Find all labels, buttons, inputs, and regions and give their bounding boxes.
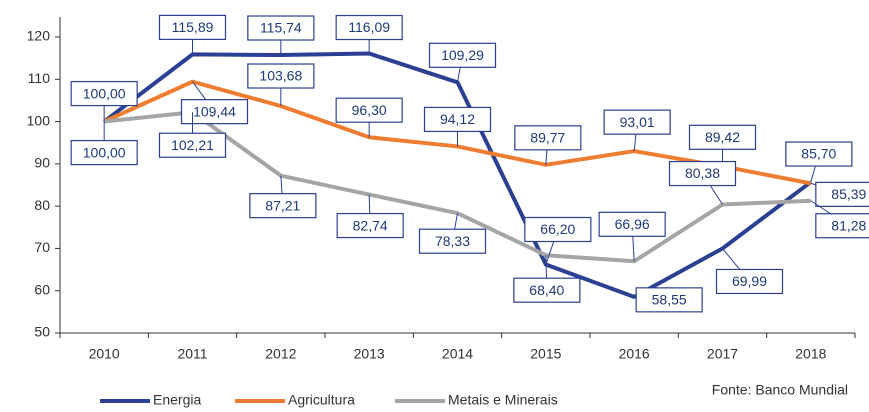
label-box [514, 125, 582, 151]
data-label: 100,00 [70, 121, 138, 166]
x-tick-label: 2016 [619, 346, 650, 362]
label-box [249, 193, 317, 219]
label-text: 102,21 [171, 137, 214, 153]
data-label: 81,28 [810, 200, 869, 239]
label-box [70, 139, 138, 166]
label-text: 66,96 [615, 216, 650, 232]
label-box [335, 14, 403, 41]
data-label: 93,01 [603, 109, 671, 152]
label-box [603, 109, 671, 135]
y-tick-label: 70 [34, 239, 50, 255]
label-box [815, 213, 869, 239]
data-label: 103,68 [247, 63, 315, 107]
y-tick-label: 50 [34, 324, 50, 340]
label-text: 81,28 [831, 217, 866, 233]
y-tick-label: 60 [34, 281, 50, 297]
label-text: 89,42 [705, 129, 740, 145]
label-box [335, 97, 403, 123]
x-tick-label: 2014 [442, 346, 473, 362]
data-label: 87,21 [249, 175, 317, 219]
x-tick-label: 2015 [530, 346, 561, 362]
label-box [336, 212, 404, 239]
label-box [513, 277, 581, 303]
label-text: 93,01 [620, 114, 655, 130]
x-tick-label: 2012 [265, 346, 296, 362]
data-label: 66,20 [524, 216, 592, 265]
label-box [158, 132, 227, 158]
label-text: 100,00 [83, 85, 126, 101]
data-label: 89,42 [688, 124, 757, 167]
label-box [247, 15, 315, 41]
data-label: 109,29 [428, 42, 497, 83]
legend-label: Metais e Minerais [448, 392, 558, 408]
label-text: 80,38 [685, 165, 720, 181]
x-tick-label: 2013 [354, 346, 385, 362]
data-label: 115,74 [247, 15, 315, 56]
y-tick-label: 100 [27, 112, 51, 128]
label-box [524, 216, 592, 243]
label-text: 85,39 [831, 186, 866, 202]
label-box [668, 160, 737, 187]
label-box [785, 141, 853, 167]
x-tick-label: 2018 [795, 346, 826, 362]
data-label: 102,21 [158, 112, 227, 158]
label-text: 100,00 [83, 144, 126, 160]
legend-label: Agricultura [288, 392, 355, 408]
data-label: 66,96 [598, 211, 666, 262]
label-text: 69,99 [732, 273, 767, 289]
label-box [635, 287, 703, 313]
data-label: 85,70 [785, 141, 853, 183]
label-box [598, 211, 666, 237]
legend-label: Energia [153, 392, 201, 408]
label-text: 68,40 [529, 282, 564, 298]
data-label: 109,44 [180, 81, 249, 125]
label-text: 116,09 [348, 19, 390, 35]
y-tick-label: 120 [27, 28, 51, 44]
label-box [247, 63, 315, 89]
label-box [418, 228, 487, 254]
data-label: 89,77 [514, 125, 582, 165]
x-tick-label: 2017 [707, 346, 738, 362]
data-label: 78,33 [418, 213, 487, 254]
label-text: 103,68 [259, 68, 302, 84]
label-text: 109,29 [441, 47, 484, 63]
label-text: 82,74 [353, 217, 388, 233]
data-label: 80,38 [668, 160, 737, 205]
data-label: 85,39 [810, 181, 869, 207]
data-label: 96,30 [335, 97, 403, 138]
data-label: 94,12 [423, 106, 492, 147]
data-label: 82,74 [336, 194, 404, 239]
y-tick-label: 80 [34, 197, 50, 213]
y-tick-label: 110 [28, 70, 51, 86]
y-tick-label: 90 [34, 155, 50, 171]
label-box [688, 124, 757, 150]
label-text: 109,44 [193, 103, 236, 119]
label-box [70, 80, 138, 107]
data-label: 69,99 [715, 248, 784, 295]
label-box [815, 181, 869, 207]
x-tick-label: 2011 [177, 346, 207, 362]
data-label: 58,55 [634, 287, 703, 313]
label-text: 78,33 [435, 233, 470, 249]
data-label: 100,00 [70, 80, 138, 122]
label-box [423, 106, 492, 133]
label-text: 89,77 [530, 130, 565, 146]
label-text: 96,30 [352, 102, 387, 118]
label-text: 115,74 [260, 20, 302, 36]
data-label: 116,09 [335, 14, 403, 54]
label-box [428, 42, 497, 68]
label-text: 115,89 [172, 19, 214, 35]
label-text: 58,55 [652, 292, 687, 308]
source-note: Fonte: Banco Mundial [712, 382, 848, 398]
data-label: 115,89 [158, 14, 227, 55]
label-text: 94,12 [440, 111, 475, 127]
label-box [158, 14, 227, 40]
x-tick-label: 2010 [89, 346, 120, 362]
label-text: 85,70 [801, 146, 836, 162]
data-label: 68,40 [513, 255, 581, 303]
label-text: 66,20 [540, 221, 575, 237]
label-box [715, 268, 784, 295]
label-text: 87,21 [265, 197, 300, 213]
